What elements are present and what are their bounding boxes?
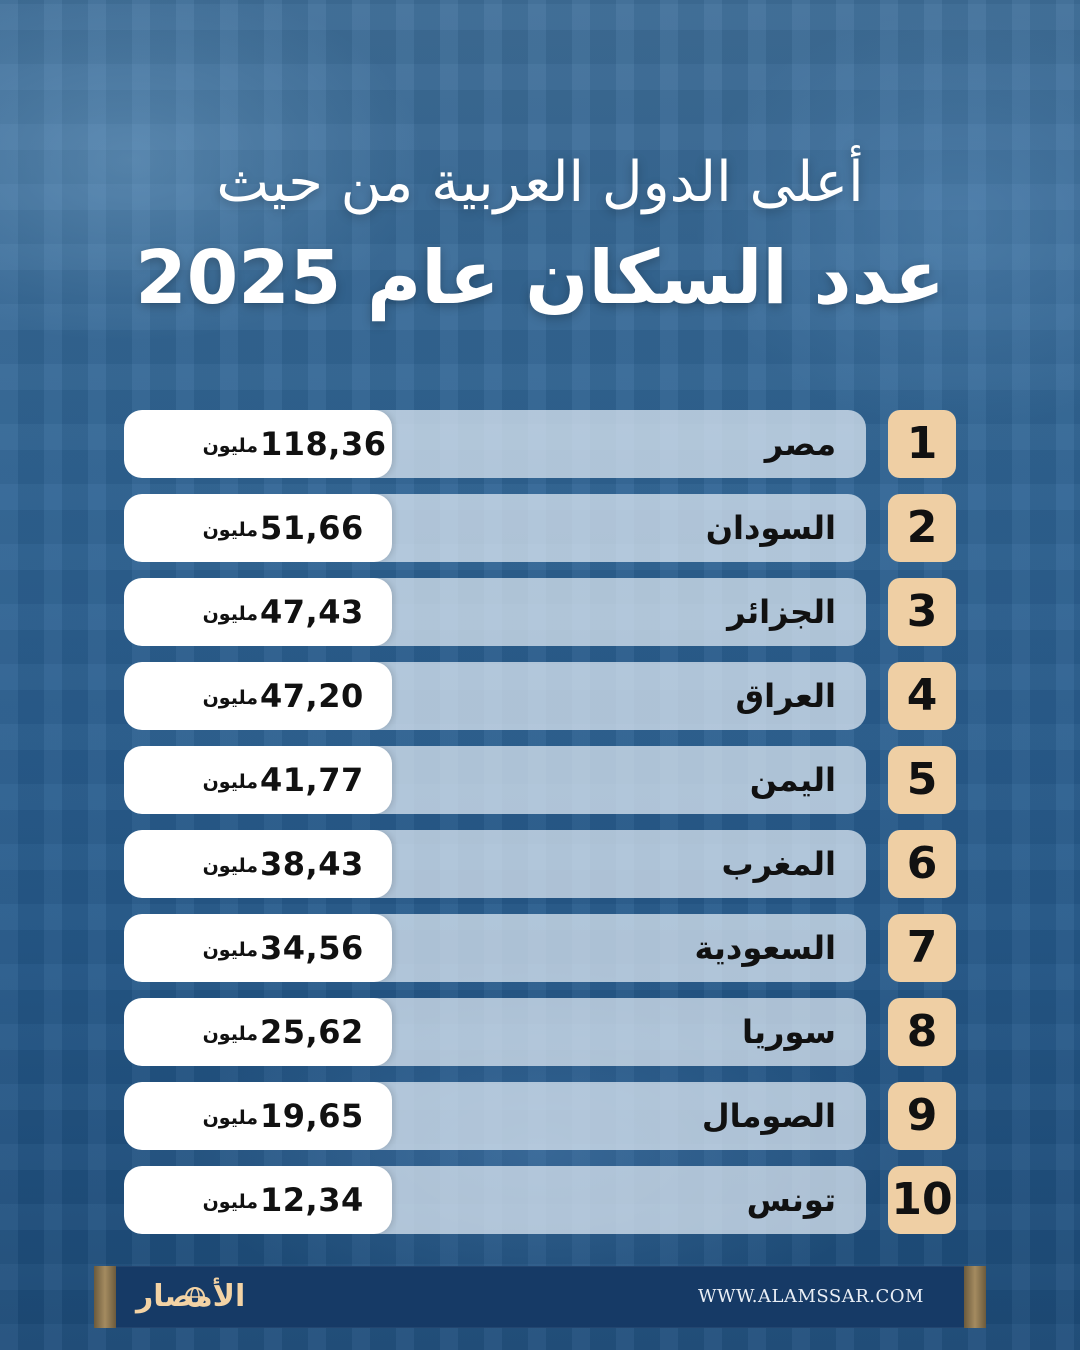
country-name: السعودية [694,929,836,967]
title-line-2: عدد السكان عام 2025 [135,235,945,321]
value-box: مليون نسمة19,65 [124,1082,392,1150]
population-value: 19,65 [260,1097,364,1135]
value-box: مليون نسمة12,34 [124,1166,392,1234]
unit-label: مليون نسمة [202,603,258,625]
value-box: مليون نسمة51,66 [124,494,392,562]
population-value: 51,66 [260,509,364,547]
population-value: 25,62 [260,1013,364,1051]
rank-badge: 3 [888,578,956,646]
unit-label: مليون نسمة [202,1107,258,1129]
unit-label: مليون نسمة [202,687,258,709]
country-name: سوريا [742,1013,836,1051]
unit-label: مليون نسمة [202,1191,258,1213]
unit-label: مليون نسمة [202,771,258,793]
rank-badge: 5 [888,746,956,814]
ranking-bar: مليون نسمة12,34 [124,1166,866,1234]
ranking-bar: مليون نسمة41,77 [124,746,866,814]
ranking-row: مليون نسمة118,36 مصر 1 [124,410,956,478]
ranking-row: مليون نسمة47,20 العراق 4 [124,662,956,730]
value-box: مليون نسمة34,56 [124,914,392,982]
unit-label: مليون نسمة [202,1023,258,1045]
ranking-bar: مليون نسمة47,43 [124,578,866,646]
country-name: الصومال [701,1097,836,1135]
ranking-bar: مليون نسمة118,36 [124,410,866,478]
rank-badge: 7 [888,914,956,982]
value-box: مليون نسمة38,43 [124,830,392,898]
footer-bar: الأمصار WWW.ALAMSSAR.COM [94,1266,986,1328]
value-box: مليون نسمة47,43 [124,578,392,646]
ranking-bar: مليون نسمة25,62 [124,998,866,1066]
ranking-row: مليون نسمة19,65 الصومال 9 [124,1082,956,1150]
value-box: مليون نسمة118,36 [124,410,392,478]
value-box: مليون نسمة25,62 [124,998,392,1066]
country-name: الجزائر [727,593,836,631]
website-url[interactable]: WWW.ALAMSSAR.COM [697,1286,924,1307]
country-name: العراق [735,677,836,715]
ranking-row: مليون نسمة47,43 الجزائر 3 [124,578,956,646]
rank-badge: 2 [888,494,956,562]
population-value: 38,43 [260,845,364,883]
value-box: مليون نسمة41,77 [124,746,392,814]
population-value: 41,77 [260,761,364,799]
ranking-bar: مليون نسمة34,56 [124,914,866,982]
ranking-row: مليون نسمة25,62 سوريا 8 [124,998,956,1066]
ranking-bar: مليون نسمة38,43 [124,830,866,898]
rank-badge: 9 [888,1082,956,1150]
population-value: 118,36 [260,425,387,463]
value-box: مليون نسمة47,20 [124,662,392,730]
unit-label: مليون نسمة [202,435,258,457]
unit-label: مليون نسمة [202,519,258,541]
rank-badge: 6 [888,830,956,898]
country-name: تونس [746,1181,836,1219]
population-value: 47,43 [260,593,364,631]
rank-badge: 1 [888,410,956,478]
title-line-1: أعلى الدول العربية من حيث [216,150,864,215]
population-value: 34,56 [260,929,364,967]
ranking-row: مليون نسمة41,77 اليمن 5 [124,746,956,814]
population-value: 12,34 [260,1181,364,1219]
ranking-row: مليون نسمة51,66 السودان 2 [124,494,956,562]
ranking-bar: مليون نسمة19,65 [124,1082,866,1150]
country-name: اليمن [749,761,836,799]
ranking-row: مليون نسمة34,56 السعودية 7 [124,914,956,982]
rank-badge: 4 [888,662,956,730]
unit-label: مليون نسمة [202,855,258,877]
population-value: 47,20 [260,677,364,715]
rank-badge: 8 [888,998,956,1066]
globe-icon [185,1287,205,1307]
rank-badge: 10 [888,1166,956,1234]
country-name: مصر [764,425,836,463]
country-name: السودان [705,509,836,547]
ranking-row: مليون نسمة38,43 المغرب 6 [124,830,956,898]
unit-label: مليون نسمة [202,939,258,961]
ranking-bar: مليون نسمة51,66 [124,494,866,562]
ranking-bar: مليون نسمة47,20 [124,662,866,730]
country-name: المغرب [721,845,836,883]
ranking-row: مليون نسمة12,34 تونس 10 [124,1166,956,1234]
